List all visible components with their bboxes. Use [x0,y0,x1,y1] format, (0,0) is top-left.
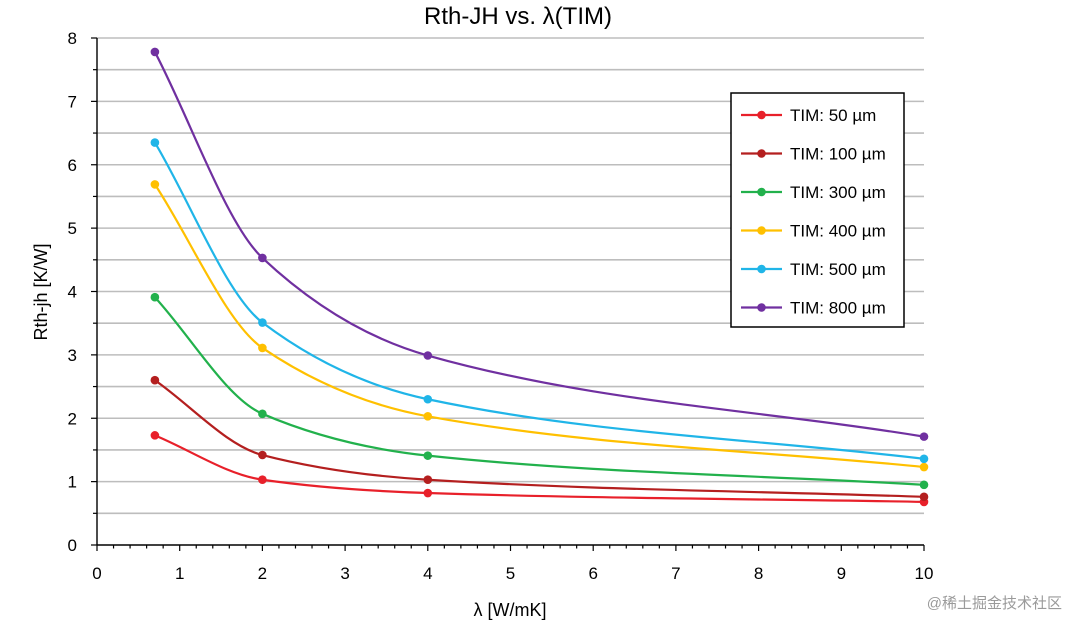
data-point [423,475,433,485]
data-point [258,253,267,263]
legend-swatch-marker [757,149,766,158]
x-tick-label: 3 [340,564,349,583]
data-point [258,450,267,460]
axes [91,37,925,551]
data-point [258,318,267,327]
y-axis-label: Rth-jh [K/W] [31,243,51,340]
x-tick-label: 2 [258,564,267,583]
watermark: @稀土掘金技术社区 [927,595,1062,612]
y-tick-label: 6 [68,156,77,175]
x-axis-label: λ [W/mK] [474,600,547,620]
series-line [153,183,925,469]
data-point [919,480,929,490]
data-point [258,475,267,485]
legend-label: TIM: 300 µm [790,183,886,202]
tick-labels: 0 1 2 3 4 5 6 7 8 0 1 2 3 4 5 6 7 8 9 10 [68,29,934,583]
legend-swatch-marker [757,303,766,312]
x-tick-label: 1 [175,564,184,583]
x-tick-label: 6 [588,564,597,583]
y-tick-label: 0 [68,536,77,555]
data-point [919,492,929,502]
x-tick-label: 0 [92,564,101,583]
y-tick-label: 7 [68,92,77,111]
chart-title: Rth-JH vs. λ(TIM) [424,3,612,30]
y-tick-label: 1 [68,473,77,492]
x-tick-label: 7 [671,564,680,583]
y-tick-label: 5 [68,219,77,238]
series-line [154,296,925,486]
data-point [258,343,267,353]
legend-label: TIM: 400 µm [790,222,886,241]
data-point [150,375,160,385]
data-point [919,432,929,441]
data-point [150,138,160,147]
legend-label: TIM: 100 µm [790,145,886,164]
data-point [423,394,433,404]
legend-swatch-marker [757,264,766,274]
y-tick-label: 4 [68,283,77,302]
data-point [423,488,433,498]
x-tick-label: 8 [754,564,763,583]
y-tick-label: 3 [68,346,77,365]
series-line [154,379,925,498]
data-point [423,451,433,460]
legend-swatch-marker [757,226,766,235]
data-point [150,431,160,440]
data-point [150,292,160,302]
series-lines [153,51,925,504]
data-point [423,412,433,421]
legend-label: TIM: 800 µm [790,299,886,318]
x-tick-label: 5 [506,564,515,583]
legend-swatch-marker [757,110,766,120]
legend-label: TIM: 50 µm [790,106,876,125]
data-points [150,47,929,507]
series-line [153,51,925,438]
data-point [423,351,433,360]
legend-label: TIM: 500 µm [790,260,886,279]
data-point [150,180,160,189]
x-tick-label: 9 [837,564,846,583]
data-point [258,409,267,419]
x-tick-label: 10 [915,564,934,583]
data-point [919,454,929,464]
series-line [154,434,925,504]
y-tick-label: 2 [68,409,77,428]
data-point [919,462,929,472]
legend-box [730,92,905,328]
legend-swatch-marker [757,187,766,197]
data-point [150,47,160,57]
legend: TIM: 50 µm TIM: 100 µm TIM: 300 µm TIM: 400… [730,92,905,328]
series-line [153,142,925,460]
y-tick-label: 8 [68,29,77,48]
x-tick-label: 4 [423,564,432,583]
